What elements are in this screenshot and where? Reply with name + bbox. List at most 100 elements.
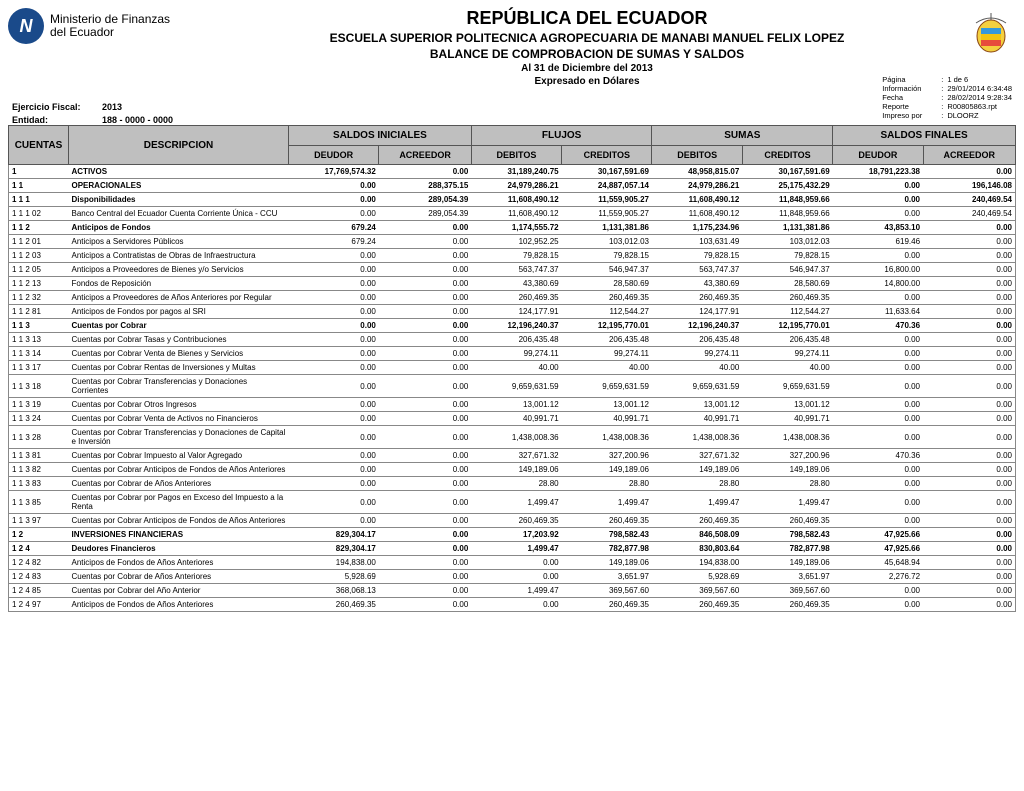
cell-f-creditos: 11,559,905.27 [562,207,652,221]
cell-si-acreedor: 0.00 [379,319,471,333]
cell-f-creditos: 149,189.06 [562,556,652,570]
cell-s-debitos: 830,803.64 [652,542,742,556]
cell-s-creditos: 13,001.12 [742,398,832,412]
cell-si-acreedor: 288,375.15 [379,179,471,193]
cell-si-acreedor: 0.00 [379,305,471,319]
cell-si-deudor: 0.00 [289,277,379,291]
cell-si-deudor: 260,469.35 [289,598,379,612]
cell-sf-acreedor: 0.00 [923,598,1015,612]
cell-f-debitos: 40.00 [471,361,561,375]
cell-sf-acreedor: 240,469.54 [923,207,1015,221]
cell-si-deudor: 679.24 [289,221,379,235]
cell-si-acreedor: 0.00 [379,165,471,179]
header-top: N Ministerio de Finanzas del Ecuador REP… [8,8,1016,87]
cell-f-debitos: 13,001.12 [471,398,561,412]
cell-si-acreedor: 289,054.39 [379,207,471,221]
cell-sf-deudor: 0.00 [833,426,923,449]
cell-f-creditos: 12,195,770.01 [562,319,652,333]
cell-si-acreedor: 0.00 [379,463,471,477]
cell-sf-acreedor: 0.00 [923,570,1015,584]
cell-s-debitos: 327,671.32 [652,449,742,463]
cell-sf-deudor: 619.46 [833,235,923,249]
col-s-creditos: CREDITOS [742,146,832,165]
cell-si-deudor: 0.00 [289,347,379,361]
cell-si-acreedor: 0.00 [379,426,471,449]
title-date: Al 31 de Diciembre del 2013 [208,63,966,74]
impreso-label: Impreso por [882,111,937,120]
cell-f-debitos: 260,469.35 [471,291,561,305]
cell-s-creditos: 1,131,381.86 [742,221,832,235]
cell-sf-deudor: 0.00 [833,491,923,514]
cell-s-debitos: 260,469.35 [652,598,742,612]
col-sf-deudor: DEUDOR [833,146,923,165]
cell-descripcion: Cuentas por Cobrar Otros Ingresos [69,398,289,412]
cell-descripcion: Cuentas por Cobrar por Pagos en Exceso d… [69,491,289,514]
cell-s-debitos: 5,928.69 [652,570,742,584]
cell-s-creditos: 40.00 [742,361,832,375]
cell-s-creditos: 28,580.69 [742,277,832,291]
col-descripcion: DESCRIPCION [69,126,289,165]
cell-s-debitos: 99,274.11 [652,347,742,361]
cell-sf-acreedor: 0.00 [923,375,1015,398]
cell-si-deudor: 829,304.17 [289,528,379,542]
cell-si-acreedor: 0.00 [379,375,471,398]
cell-f-debitos: 31,189,240.75 [471,165,561,179]
cell-f-debitos: 149,189.06 [471,463,561,477]
cell-cuenta: 1 2 4 97 [9,598,69,612]
cell-f-creditos: 1,131,381.86 [562,221,652,235]
cell-sf-acreedor: 0.00 [923,449,1015,463]
logo-finanzas-icon: N [8,8,44,44]
informacion-label: Información [882,84,937,93]
cell-sf-deudor: 47,925.66 [833,528,923,542]
cell-s-debitos: 260,469.35 [652,291,742,305]
table-row: 1 1 1 02Banco Central del Ecuador Cuenta… [9,207,1016,221]
cell-f-creditos: 369,567.60 [562,584,652,598]
cell-cuenta: 1 1 3 13 [9,333,69,347]
col-f-debitos: DEBITOS [471,146,561,165]
cell-sf-acreedor: 0.00 [923,514,1015,528]
cell-descripcion: Banco Central del Ecuador Cuenta Corrien… [69,207,289,221]
cell-s-creditos: 1,499.47 [742,491,832,514]
meta-left: Ejercicio Fiscal: 2013 Entidad: 188 - 00… [12,102,173,128]
cell-f-creditos: 9,659,631.59 [562,375,652,398]
col-saldos-iniciales: SALDOS INICIALES [289,126,472,146]
cell-s-creditos: 12,195,770.01 [742,319,832,333]
col-f-creditos: CREDITOS [562,146,652,165]
cell-cuenta: 1 1 3 97 [9,514,69,528]
cell-f-debitos: 1,499.47 [471,542,561,556]
cell-f-debitos: 1,499.47 [471,491,561,514]
cell-si-deudor: 0.00 [289,412,379,426]
cell-sf-acreedor: 0.00 [923,235,1015,249]
cell-sf-acreedor: 0.00 [923,412,1015,426]
cell-sf-acreedor: 0.00 [923,221,1015,235]
cell-descripcion: Cuentas por Cobrar Transferencias y Dona… [69,375,289,398]
cell-cuenta: 1 2 4 [9,542,69,556]
cell-sf-acreedor: 0.00 [923,277,1015,291]
cell-si-deudor: 17,769,574.32 [289,165,379,179]
cell-f-creditos: 782,877.98 [562,542,652,556]
entidad-value: 188 - 0000 - 0000 [102,115,173,125]
table-row: 1 2 4 82Anticipos de Fondos de Años Ante… [9,556,1016,570]
cell-f-debitos: 28.80 [471,477,561,491]
cell-sf-deudor: 0.00 [833,412,923,426]
cell-sf-deudor: 0.00 [833,179,923,193]
cell-f-debitos: 124,177.91 [471,305,561,319]
cell-si-deudor: 5,928.69 [289,570,379,584]
table-row: 1 1 2 01Anticipos a Servidores Públicos6… [9,235,1016,249]
cell-sf-deudor: 0.00 [833,193,923,207]
ejercicio-value: 2013 [102,102,122,112]
col-sumas: SUMAS [652,126,833,146]
cell-f-creditos: 28,580.69 [562,277,652,291]
cell-f-creditos: 40,991.71 [562,412,652,426]
cell-s-debitos: 103,631.49 [652,235,742,249]
cell-si-deudor: 0.00 [289,305,379,319]
cell-sf-acreedor: 0.00 [923,333,1015,347]
cell-descripcion: Anticipos a Servidores Públicos [69,235,289,249]
cell-descripcion: Deudores Financieros [69,542,289,556]
cell-cuenta: 1 1 3 17 [9,361,69,375]
cell-descripcion: Cuentas por Cobrar Venta de Bienes y Ser… [69,347,289,361]
cell-s-debitos: 24,979,286.21 [652,179,742,193]
cell-s-debitos: 43,380.69 [652,277,742,291]
cell-si-acreedor: 0.00 [379,347,471,361]
table-row: 1 1 3 17Cuentas por Cobrar Rentas de Inv… [9,361,1016,375]
